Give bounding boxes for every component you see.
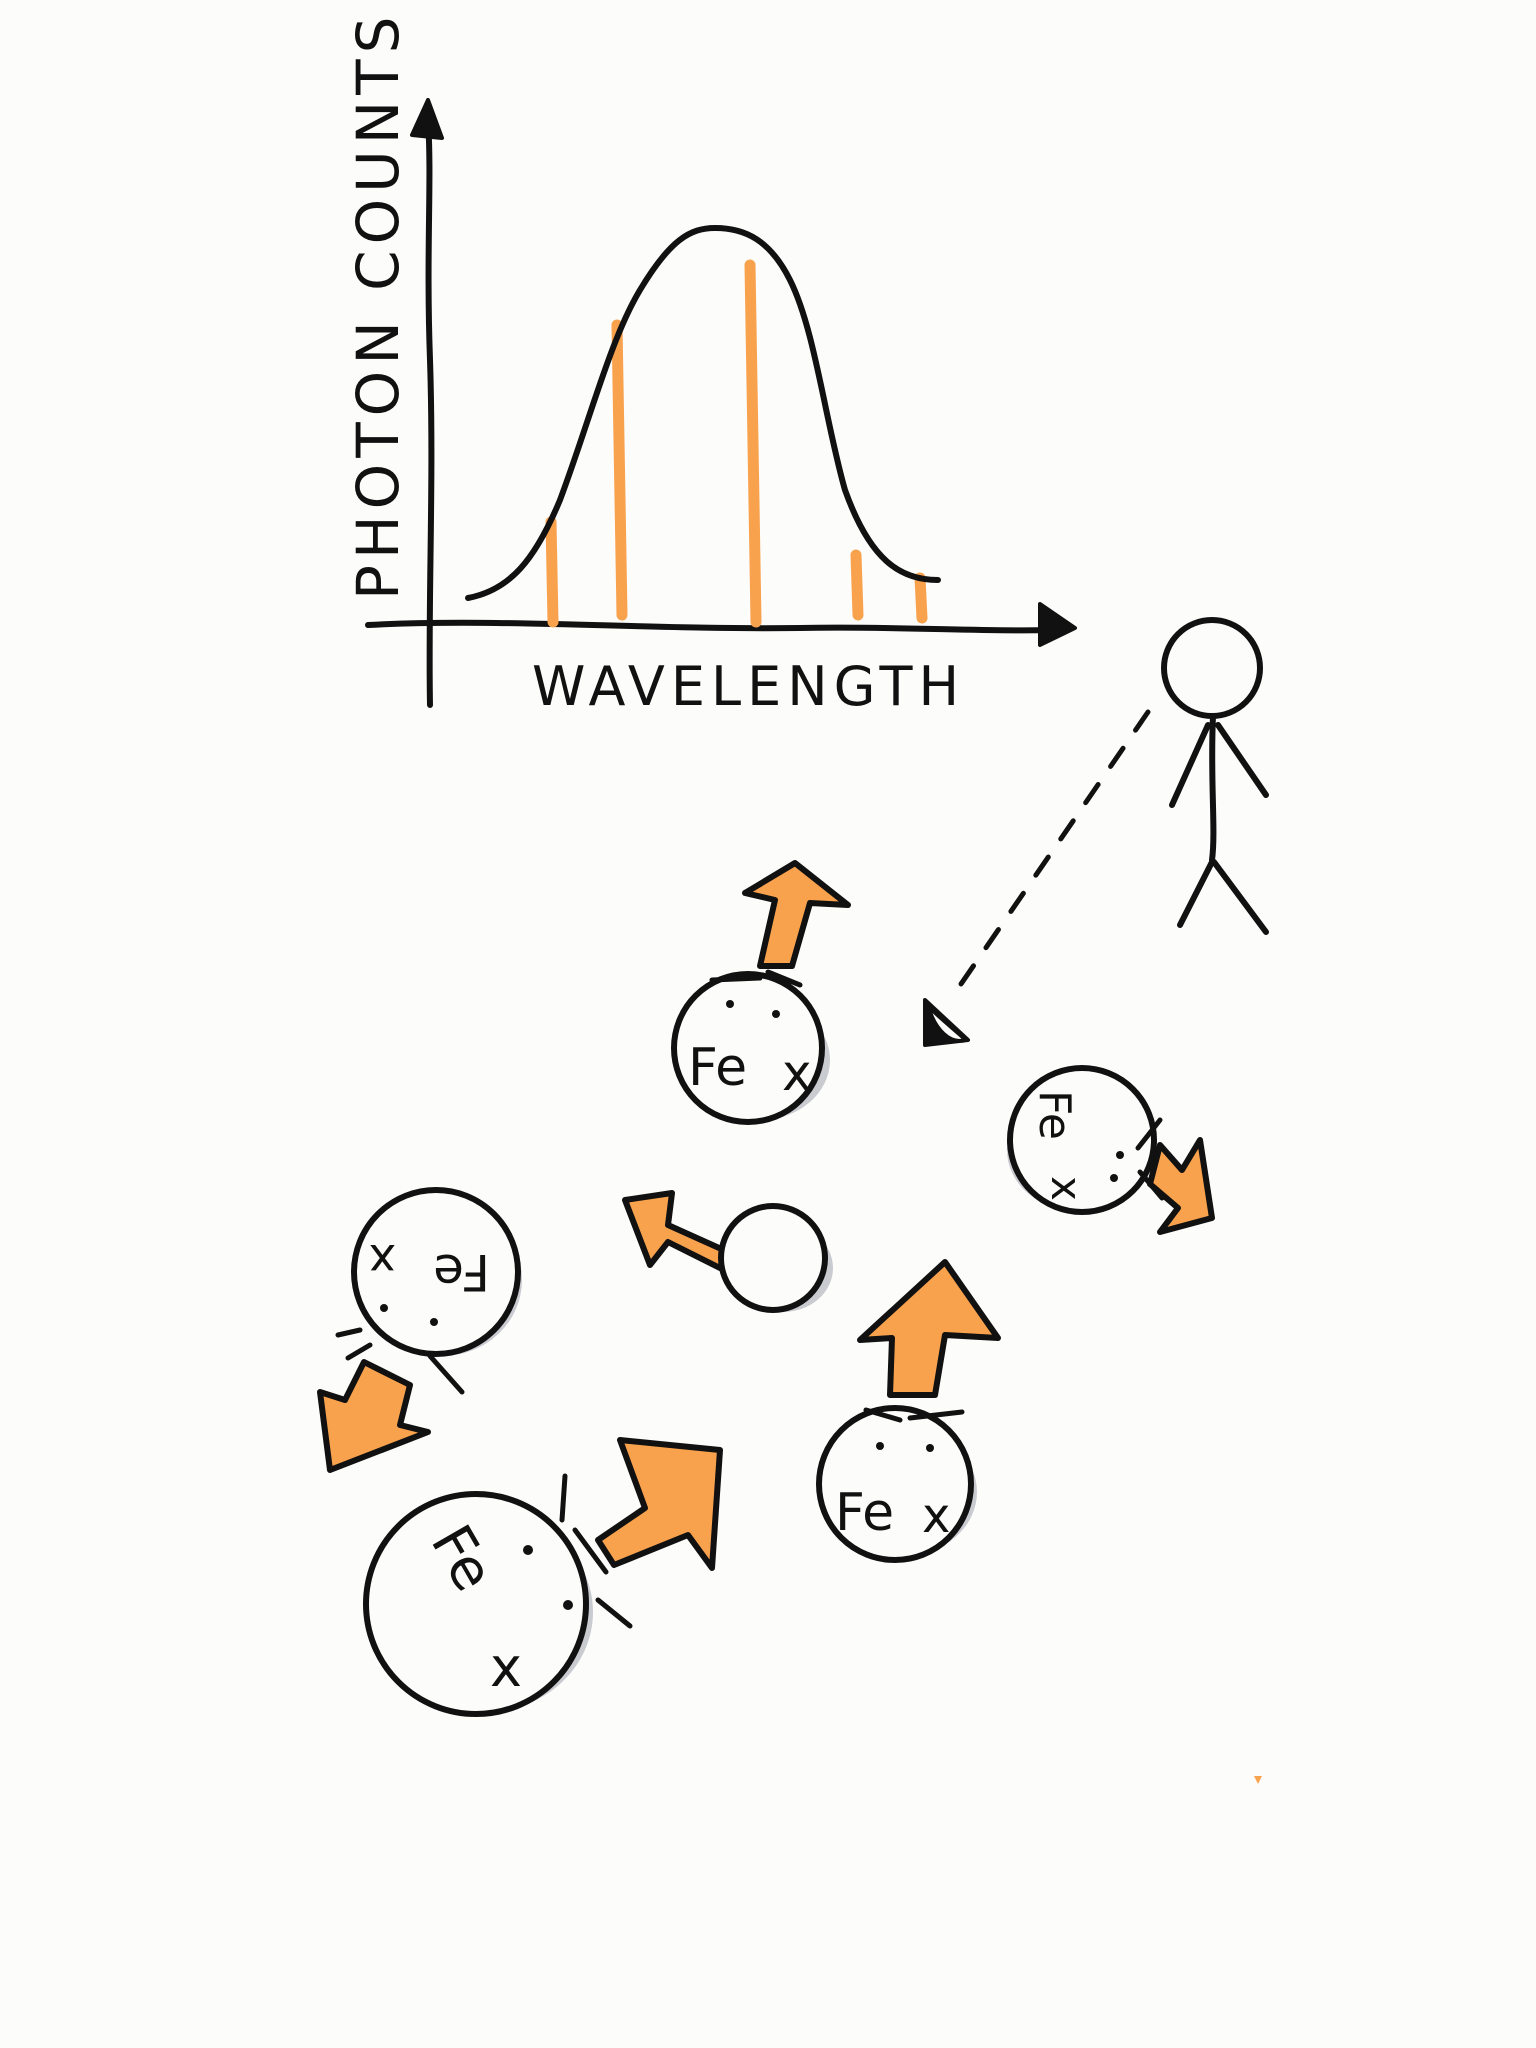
observer-body <box>1209 713 1217 863</box>
ion-dot <box>926 1444 934 1452</box>
gaussian-profile-curve <box>465 224 941 601</box>
motion-arrow-icon <box>622 1190 731 1273</box>
spectrum-chart: PHOTON COUNTS WAVELENGTH <box>344 11 1077 718</box>
motion-arrow-icon <box>742 860 851 969</box>
ion-mark: x <box>490 1636 522 1699</box>
ions-layer: Fe x Fe x Fe <box>317 860 1215 1717</box>
motion-arrow-icon <box>595 1437 723 1571</box>
ion-body <box>718 1203 828 1313</box>
ion-dot <box>772 1010 780 1018</box>
ion-dot <box>876 1442 884 1450</box>
emission-line <box>850 549 864 621</box>
ion-dot <box>726 1000 734 1008</box>
observer-right-leg <box>1211 859 1269 935</box>
observer-head <box>1161 617 1263 719</box>
x-axis-label: WAVELENGTH <box>532 655 965 718</box>
ion-label: Fe <box>688 1038 747 1098</box>
ion-mark: x <box>369 1234 396 1288</box>
ion-body <box>671 971 825 1125</box>
iron-ion: Fe x <box>816 1259 1001 1563</box>
observer-left-leg <box>1177 859 1215 928</box>
emission-lines <box>545 259 928 628</box>
emission-line <box>744 259 762 628</box>
iron-ion: Fe x <box>1007 1065 1215 1235</box>
line-of-sight-arrowhead-icon <box>923 998 970 1047</box>
ion-dot <box>380 1304 388 1312</box>
emission-line <box>611 319 628 621</box>
motion-arrow-icon <box>1147 1137 1215 1235</box>
emission-line <box>545 516 559 628</box>
iron-ion: Fe x <box>671 860 851 1125</box>
ion-dot <box>563 1600 573 1610</box>
iron-ion: Fe x <box>363 1437 723 1717</box>
ion-mark: x <box>782 1044 812 1102</box>
motion-arrow-icon <box>317 1359 431 1473</box>
ion-tick <box>559 1473 633 1629</box>
x-axis-arrowhead-icon <box>1038 602 1077 647</box>
ion-dot <box>1116 1151 1124 1159</box>
y-axis <box>425 117 435 708</box>
orange-speck <box>1254 1776 1262 1784</box>
ion-label: Fe <box>1029 1090 1080 1140</box>
ion-tick <box>1135 1117 1165 1201</box>
ion-tick <box>335 1327 465 1395</box>
neutral-atom <box>622 1190 833 1313</box>
y-axis-label: PHOTON COUNTS <box>344 11 412 600</box>
ion-body <box>351 1187 521 1357</box>
observer-stick-figure-icon <box>1161 617 1269 935</box>
ion-tick <box>709 969 803 988</box>
observer-left-arm <box>1169 722 1211 808</box>
ion-dot <box>430 1318 438 1326</box>
ion-mark: x <box>1042 1176 1091 1201</box>
emission-line <box>914 572 928 624</box>
ion-tick <box>863 1407 965 1423</box>
ion-mark: x <box>922 1488 950 1544</box>
ion-body <box>1007 1065 1157 1215</box>
iron-ion: Fe x <box>317 1187 522 1473</box>
y-axis-arrowhead-icon <box>410 98 444 140</box>
ion-dot <box>1110 1174 1118 1182</box>
ion-dot <box>523 1545 533 1555</box>
observer-right-arm <box>1215 722 1269 798</box>
x-axis <box>365 619 1053 634</box>
motion-arrow-icon <box>857 1259 1001 1398</box>
ion-label: Fe <box>835 1483 894 1543</box>
ion-label: Fe <box>433 1243 490 1301</box>
line-of-sight-dashed <box>947 709 1151 1003</box>
